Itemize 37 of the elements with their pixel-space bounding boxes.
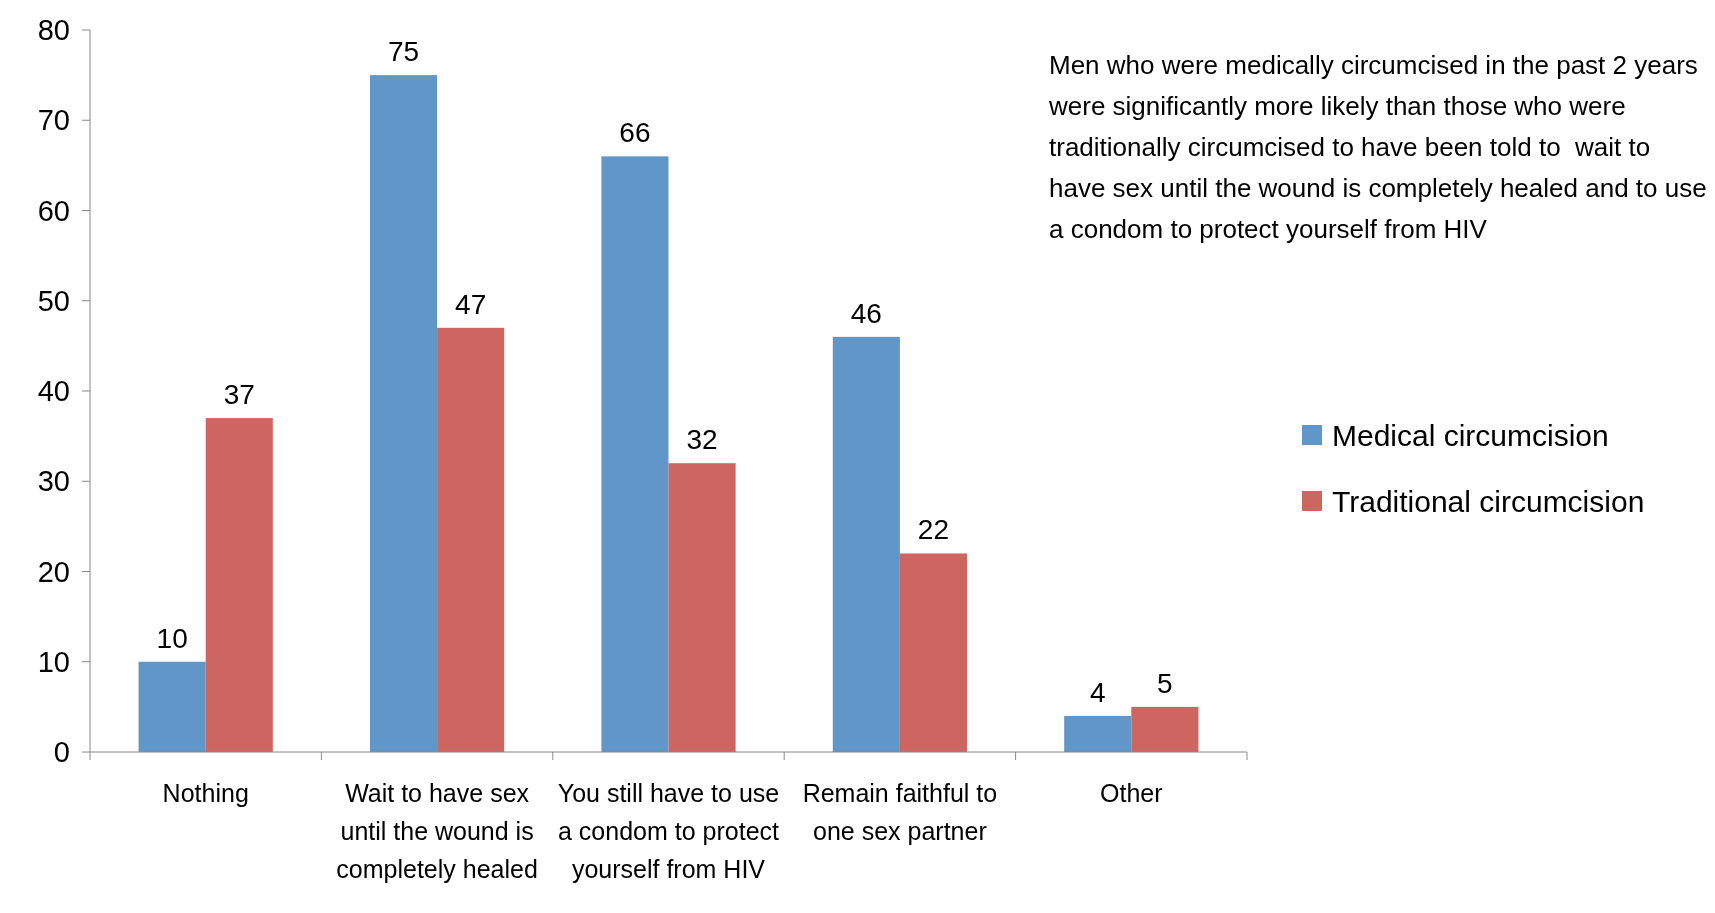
y-tick-label: 30	[37, 465, 70, 498]
y-tick-label: 10	[37, 645, 70, 678]
x-tick-label: Remain faithful to one sex partner	[802, 779, 998, 845]
bar	[668, 463, 736, 752]
bar	[899, 553, 968, 752]
bar	[832, 336, 900, 752]
data-label: 5	[1157, 667, 1173, 699]
data-label: 22	[917, 514, 950, 546]
x-tick-label: Nothing	[162, 779, 249, 807]
y-tick-label: 70	[37, 104, 70, 137]
legend-label: Traditional circumcision	[1332, 484, 1645, 518]
x-tick-label: You still have to use a condom to protect yourself from HIV	[557, 779, 780, 883]
annotation: Men who were medically circumcised in the past 2 years were significantly more likely than those who were traditionally circumcised to have been told to wait to have sex until the wound is completely healed and to use a condom to protect yourself from HIV	[1048, 50, 1707, 244]
data-label: 46	[850, 297, 882, 329]
y-tick-label: 60	[37, 194, 70, 227]
bar	[369, 75, 438, 752]
data-label: 47	[455, 288, 487, 320]
bar	[205, 418, 273, 752]
x-tick-label: Wait to have sex until the wound is completely healed	[336, 779, 538, 883]
y-tick-label: 40	[37, 375, 70, 408]
bar	[138, 661, 206, 752]
y-tick-label: 0	[53, 736, 70, 769]
bar	[437, 327, 505, 752]
data-label: 37	[223, 379, 255, 411]
bar	[601, 156, 669, 752]
y-tick-label: 50	[37, 284, 70, 317]
legend-label: Medical circumcision	[1332, 418, 1609, 452]
y-tick-label: 20	[37, 555, 70, 588]
x-tick-label: Other	[1100, 779, 1163, 807]
data-label: 66	[619, 117, 651, 149]
data-label: 32	[686, 424, 718, 456]
bar	[1064, 715, 1132, 752]
data-label: 10	[156, 622, 188, 654]
data-label: 75	[387, 36, 420, 68]
data-label: 4	[1089, 676, 1106, 708]
bar	[1131, 706, 1199, 752]
y-tick-label: 80	[37, 14, 70, 47]
